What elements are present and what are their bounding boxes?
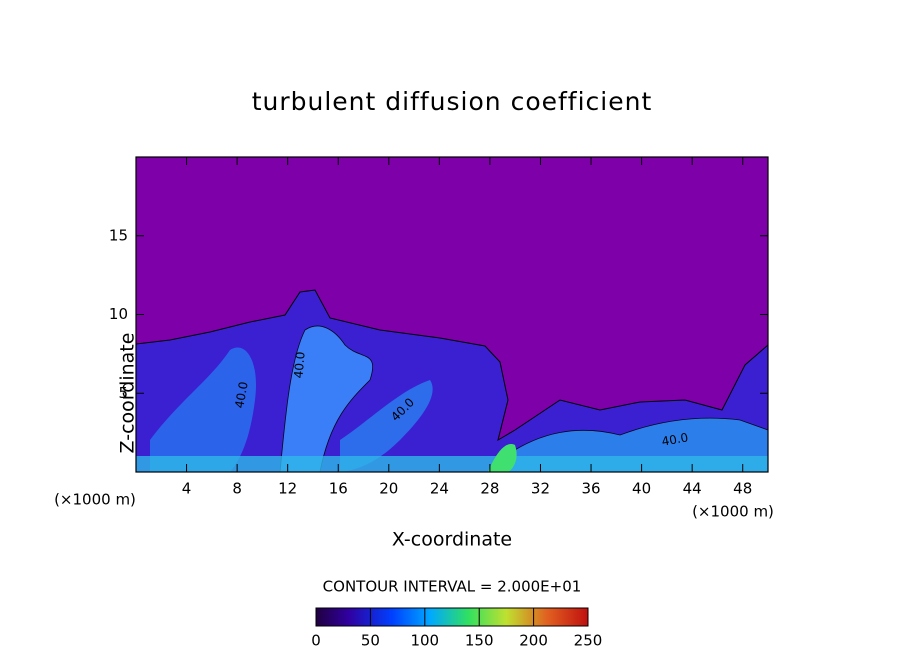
x-unit-label: (×1000 m) bbox=[692, 503, 774, 521]
field-blob bbox=[340, 380, 433, 472]
field-blob bbox=[488, 444, 517, 472]
x-tick-label: 48 bbox=[733, 480, 752, 498]
colorbar-tick-label: 0 bbox=[311, 632, 321, 650]
x-tick-label: 36 bbox=[581, 480, 600, 498]
x-tick-label: 4 bbox=[182, 480, 192, 498]
colorbar-tick-label: 50 bbox=[361, 632, 380, 650]
colorbar-tick-label: 250 bbox=[574, 632, 603, 650]
x-tick-label: 20 bbox=[379, 480, 398, 498]
contour-label: 40.0 bbox=[232, 381, 250, 410]
y-axis-label: Z-coordinate bbox=[117, 333, 139, 454]
x-axis-label: X-coordinate bbox=[392, 529, 512, 551]
contour-label: 40.0 bbox=[661, 430, 690, 448]
field-blob bbox=[150, 347, 256, 472]
y-tick-label: 10 bbox=[109, 305, 128, 323]
y-tick-label: 5 bbox=[118, 384, 128, 402]
colorbar-tick-label: 200 bbox=[519, 632, 548, 650]
x-tick-label: 12 bbox=[278, 480, 297, 498]
x-tick-label: 24 bbox=[430, 480, 449, 498]
x-tick-label: 40 bbox=[632, 480, 651, 498]
contour-interval: CONTOUR INTERVAL = 2.000E+01 bbox=[323, 578, 582, 596]
chart-title: turbulent diffusion coefficient bbox=[252, 87, 653, 116]
colorbar-tick-label: 150 bbox=[465, 632, 494, 650]
field-blob bbox=[279, 325, 374, 472]
x-tick-label: 8 bbox=[232, 480, 242, 498]
y-unit-label: (×1000 m) bbox=[54, 491, 136, 509]
contour-label: 40.0 bbox=[291, 351, 307, 379]
field-band bbox=[136, 456, 768, 472]
y-tick-label: 15 bbox=[109, 226, 128, 244]
field bbox=[136, 157, 768, 472]
x-tick-label: 28 bbox=[480, 480, 499, 498]
x-tick-label: 16 bbox=[329, 480, 348, 498]
colorbar bbox=[315, 607, 589, 627]
x-tick-label: 32 bbox=[531, 480, 550, 498]
x-tick-label: 44 bbox=[683, 480, 702, 498]
colorbar-tick-label: 100 bbox=[410, 632, 439, 650]
